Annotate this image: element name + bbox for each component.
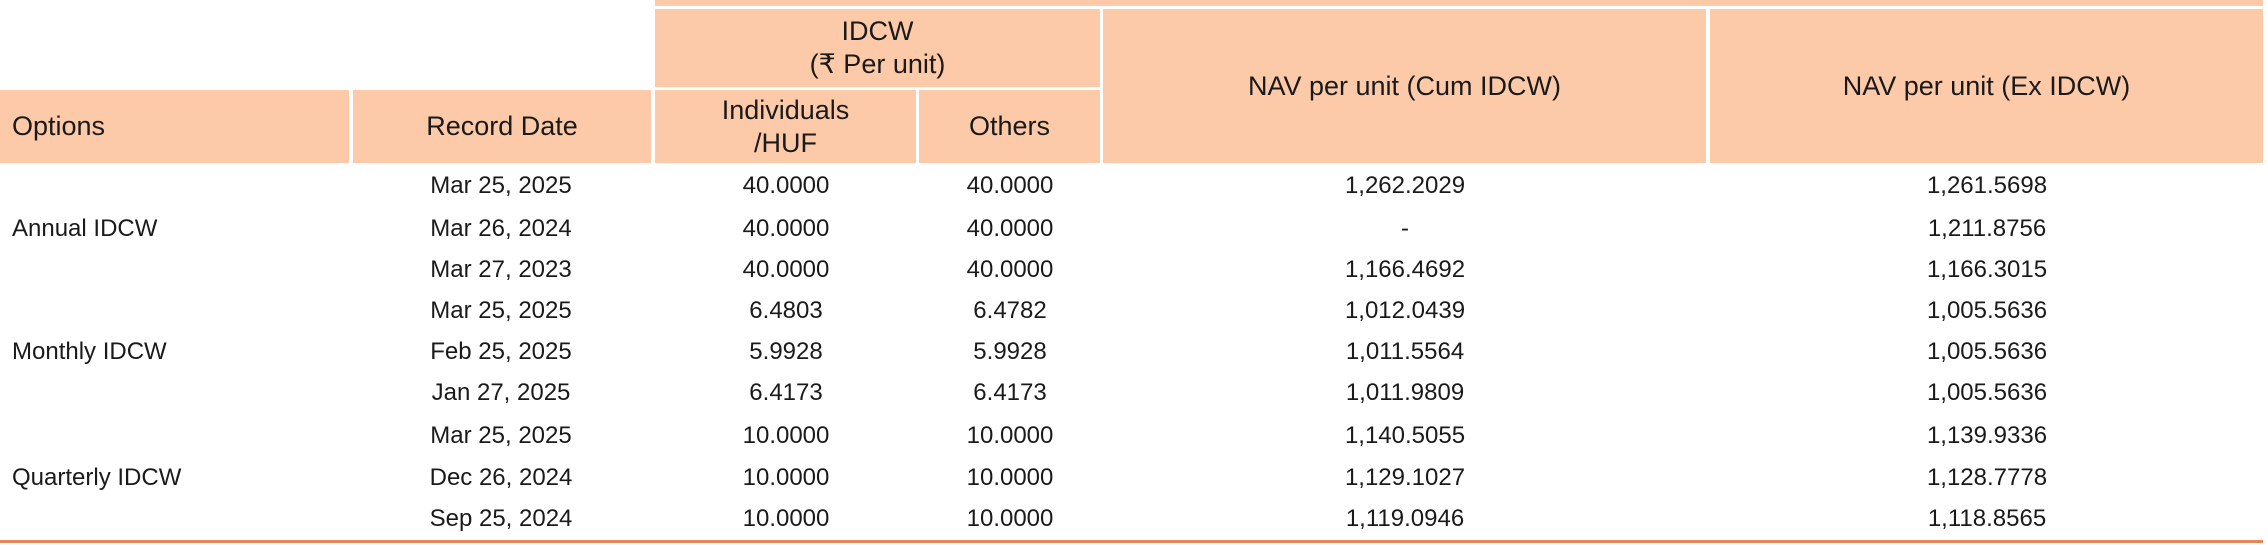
nav-cum-cell: 1,166.4692 [1344,256,1466,283]
individuals-cell: 40.0000 [742,172,830,199]
others-cell: 40.0000 [966,172,1054,199]
nav-ex-cell: 1,211.8756 [1927,215,2047,242]
nav-cum-cell: 1,011.5564 [1345,338,1465,365]
individuals-cell: 6.4173 [749,379,823,406]
nav-cum-cell: 1,140.5055 [1344,422,1466,449]
option-label-quarterly: Quarterly IDCW [12,464,182,491]
others-cell: 6.4173 [973,379,1047,406]
nav-ex-cell: 1,128.7778 [1926,464,2048,491]
nav-ex-cell: 1,005.5636 [1926,379,2048,406]
record-date-cell: Dec 26, 2024 [429,464,573,491]
record-date-cell: Mar 25, 2025 [430,172,572,199]
nav-ex-cell: 1,005.5636 [1926,338,2048,365]
table-bottom-rule [0,540,2263,543]
header-idcw-group: IDCW (₹ Per unit) [655,9,1100,87]
nav-ex-cell: 1,166.3015 [1926,256,2048,283]
header-record-date: Record Date [353,90,651,163]
others-cell: 5.9928 [973,338,1047,365]
record-date-cell: Jan 27, 2025 [431,379,571,406]
individuals-cell: 10.0000 [742,422,830,449]
nav-cum-cell: 1,012.0439 [1344,297,1466,324]
individuals-cell: 40.0000 [742,215,830,242]
others-cell: 10.0000 [966,464,1054,491]
nav-ex-cell: 1,005.5636 [1926,297,2048,324]
others-cell: 6.4782 [973,297,1047,324]
nav-cum-cell: 1,011.9809 [1345,379,1465,406]
header-individuals-huf: Individuals /HUF [655,90,916,163]
individuals-cell: 40.0000 [742,256,830,283]
option-label-annual: Annual IDCW [12,215,158,242]
nav-cum-cell: - [1401,215,1409,242]
nav-cum-cell: 1,129.1027 [1344,464,1466,491]
nav-ex-cell: 1,118.8565 [1927,505,2047,532]
record-date-cell: Mar 27, 2023 [430,256,572,283]
header-nav-cum: NAV per unit (Cum IDCW) [1103,9,1706,163]
others-cell: 40.0000 [966,256,1054,283]
option-label-monthly: Monthly IDCW [12,338,167,365]
record-date-cell: Feb 25, 2025 [430,338,572,365]
header-others: Others [919,90,1100,163]
nav-cum-cell: 1,119.0946 [1345,505,1465,532]
individuals-cell: 6.4803 [749,297,823,324]
header-idcw-label: IDCW [841,16,914,46]
record-date-cell: Mar 25, 2025 [430,422,572,449]
header-nav-ex: NAV per unit (Ex IDCW) [1710,9,2263,163]
others-cell: 40.0000 [966,215,1054,242]
nav-ex-cell: 1,139.9336 [1926,422,2048,449]
others-cell: 10.0000 [966,422,1054,449]
header-options: Options [0,90,349,163]
record-date-cell: Mar 25, 2025 [430,297,572,324]
nav-ex-cell: 1,261.5698 [1926,172,2048,199]
record-date-cell: Sep 25, 2024 [429,505,573,532]
header-top-band [655,0,2263,6]
others-cell: 10.0000 [966,505,1054,532]
individuals-cell: 10.0000 [742,464,830,491]
individuals-cell: 10.0000 [742,505,830,532]
nav-cum-cell: 1,262.2029 [1344,172,1466,199]
individuals-cell: 5.9928 [749,338,823,365]
record-date-cell: Mar 26, 2024 [430,215,572,242]
header-idcw-unit: (₹ Per unit) [809,49,946,79]
